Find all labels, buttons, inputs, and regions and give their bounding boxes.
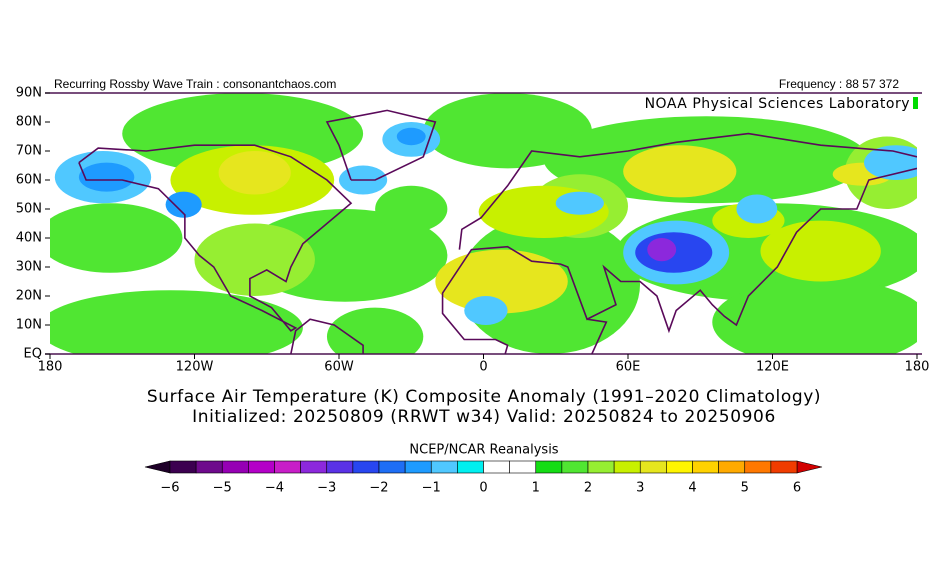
lat-label: EQ <box>24 347 42 362</box>
anomaly-area <box>396 127 426 146</box>
lon-label: 60E <box>616 360 641 375</box>
lon-label: 120W <box>176 360 214 375</box>
colorbar-box <box>587 460 615 474</box>
lat-label: 20N <box>16 289 42 304</box>
colorbar-label: 0 <box>479 481 487 496</box>
coastline <box>586 318 608 354</box>
coastline <box>325 109 437 181</box>
colorbar-box <box>639 460 667 474</box>
colorbar-box <box>561 460 589 474</box>
colorbar-box <box>274 460 301 474</box>
colorbar-box <box>378 460 406 474</box>
colorbar-label: −4 <box>265 481 284 496</box>
anomaly-area <box>464 296 508 325</box>
lab-label: NOAA Physical Sciences Laboratory <box>645 96 910 112</box>
lon-label: 180 <box>905 360 930 375</box>
lat-label: 60N <box>16 173 42 188</box>
anomaly-area <box>647 238 677 262</box>
anomaly-area <box>375 185 448 233</box>
colorbar-box <box>248 460 275 474</box>
header-right: Frequency : 88 57 372 <box>779 77 899 91</box>
colorbar-label: 6 <box>793 481 801 496</box>
colorbar-label: 3 <box>636 481 644 496</box>
colorbar-box <box>744 460 772 474</box>
colorbar-box <box>718 460 746 474</box>
anomaly-area <box>50 290 303 354</box>
lab-mark <box>913 97 918 109</box>
colorbar-box <box>326 460 354 474</box>
anomaly-area <box>50 203 183 273</box>
lon-label: 0 <box>479 360 487 375</box>
anomaly-area <box>326 307 424 354</box>
colorbar-box <box>300 460 328 474</box>
coastline <box>78 144 353 332</box>
colorbar-box <box>666 460 693 474</box>
title-line2: Initialized: 20250809 (RRWT w34) Valid: … <box>192 407 776 427</box>
colorbar-box <box>692 460 719 474</box>
anomaly-area <box>864 145 917 180</box>
colorbar-box <box>509 460 537 474</box>
lat-label: 30N <box>16 260 42 275</box>
colorbar-label: −2 <box>369 481 388 496</box>
colorbar-label: −5 <box>213 481 232 496</box>
lat-label: 80N <box>16 115 42 130</box>
anomaly-field <box>50 93 917 354</box>
anomaly-area <box>555 191 604 215</box>
anomaly-area <box>78 162 135 192</box>
anomaly-area <box>218 151 291 195</box>
colorbar-label: −3 <box>317 481 336 496</box>
colorbar-under <box>144 460 171 474</box>
colorbar-over <box>796 460 823 474</box>
colorbar-box <box>169 460 197 474</box>
colorbar-label: 4 <box>688 481 696 496</box>
anomaly-area <box>165 191 202 218</box>
title-line1: Surface Air Temperature (K) Composite An… <box>147 387 821 407</box>
lat-label: 50N <box>16 202 42 217</box>
anomaly-area <box>623 145 737 198</box>
coastline <box>441 167 917 354</box>
lon-label: 180 <box>38 360 63 375</box>
colorbar: −6 −5 −4 −3 −2 −1 0 1 2 3 4 5 6 <box>144 460 823 496</box>
lat-label: 40N <box>16 231 42 246</box>
anomaly-area <box>194 223 315 296</box>
colorbar-box <box>770 460 798 474</box>
colorbar-box <box>483 460 510 474</box>
colorbar-label: −1 <box>422 481 441 496</box>
colorbar-label: 5 <box>741 481 749 496</box>
coastline <box>290 318 364 354</box>
colorbar-box <box>195 460 223 474</box>
colorbar-box <box>535 460 563 474</box>
colorbar-label: −6 <box>160 481 179 496</box>
anomaly-area <box>736 194 778 224</box>
lat-label: 90N <box>16 86 42 101</box>
coastline <box>458 132 917 250</box>
colorbar-box <box>613 460 641 474</box>
lon-label: 60W <box>324 360 354 375</box>
header-left: Recurring Rossby Wave Train : consonantc… <box>54 77 336 91</box>
anomaly-area <box>712 278 917 354</box>
colorbar-box <box>430 460 458 474</box>
colorbar-box <box>457 460 484 474</box>
colorbar-box <box>221 460 249 474</box>
colorbar-box <box>352 460 380 474</box>
colorbar-box <box>404 460 432 474</box>
colorbar-label: 2 <box>584 481 592 496</box>
lon-label: 120E <box>756 360 789 375</box>
anomaly-area <box>435 249 568 314</box>
lat-label: 70N <box>16 144 42 159</box>
colorbar-label: 1 <box>532 481 540 496</box>
colorbar-title: NCEP/NCAR Reanalysis <box>409 443 558 458</box>
lat-label: 10N <box>16 318 42 333</box>
anomaly-area <box>760 220 881 282</box>
